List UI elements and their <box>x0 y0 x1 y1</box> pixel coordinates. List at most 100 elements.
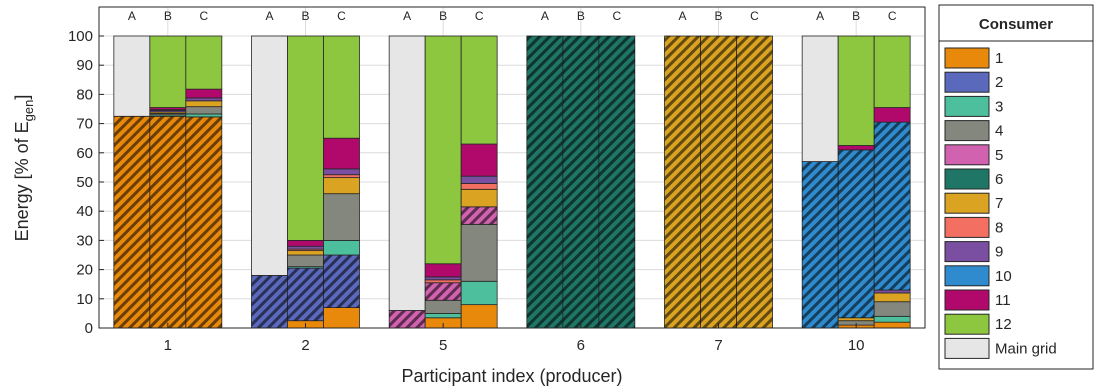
bar-segment <box>287 250 324 256</box>
x-tick-label: 2 <box>301 337 309 354</box>
legend-swatch <box>944 192 990 214</box>
legend-swatch <box>944 313 990 335</box>
legend-label: 4 <box>995 123 1003 140</box>
bar-segment <box>873 321 911 329</box>
bar-segment <box>323 174 360 179</box>
bar-segment <box>801 35 839 162</box>
y-tick-label: 60 <box>76 145 93 162</box>
legend-title: Consumer <box>979 16 1053 33</box>
legend-label: 10 <box>995 268 1012 285</box>
scenario-label: A <box>541 9 549 23</box>
bar-segment-hatch <box>562 36 599 328</box>
scenario-label: B <box>577 9 585 23</box>
y-tick-label: 90 <box>76 57 93 74</box>
scenario-label: B <box>439 9 447 23</box>
plot-area <box>99 7 925 328</box>
bar-segment-hatch <box>838 149 875 318</box>
bar-segment <box>287 239 324 247</box>
bar-segment-hatch <box>323 255 360 308</box>
legend-label: 6 <box>995 171 1003 188</box>
x-tick-label: 5 <box>439 337 447 354</box>
y-tick-label: 20 <box>76 262 93 279</box>
bar-segment <box>873 289 911 294</box>
bar-segment <box>460 183 498 190</box>
bar-segment <box>323 168 360 176</box>
bar-segment <box>873 301 911 317</box>
bar-segment <box>837 145 875 151</box>
bar-segment-hatch <box>664 36 701 328</box>
bar-segment <box>185 35 223 90</box>
bar-segment <box>424 276 462 281</box>
scenario-label: A <box>403 9 411 23</box>
bar-segment-hatch <box>425 282 462 301</box>
y-axis-label-suffix: ] <box>12 95 32 100</box>
bar-segment-hatch <box>874 122 911 291</box>
legend-swatch <box>944 168 990 190</box>
bar-segment <box>185 106 223 115</box>
bar-segment <box>460 280 498 306</box>
bar-segment-hatch <box>526 36 563 328</box>
bar-segment-hatch <box>113 116 150 328</box>
y-tick-label: 80 <box>76 86 93 103</box>
bar-segment-hatch <box>461 206 498 225</box>
y-tick-label: 40 <box>76 203 93 220</box>
x-tick-label: 1 <box>164 337 172 354</box>
legend-label: 11 <box>995 292 1011 309</box>
y-axis-label-subscript: gen <box>21 100 36 122</box>
bar-segment <box>837 317 875 322</box>
bar-segment <box>323 137 360 170</box>
bar-segment <box>388 35 426 311</box>
bar-segment <box>185 100 223 108</box>
x-axis-label: Participant index (producer) <box>401 366 622 386</box>
y-axis-label-prefix: Energy [% of E <box>12 121 32 241</box>
bar-segment <box>424 279 462 284</box>
bar-segment <box>424 35 462 265</box>
x-axis-ticks: 1 2 5 6 7 10 <box>164 323 865 354</box>
y-tick-label: 50 <box>76 174 93 191</box>
bar-segment-hatch <box>736 36 773 328</box>
bar-segment <box>837 35 875 146</box>
scenario-label: C <box>475 9 484 23</box>
x-tick-label: 10 <box>848 337 865 354</box>
bar-segment-hatch <box>251 275 288 328</box>
legend-swatch <box>944 216 990 238</box>
bar-segment <box>113 35 151 117</box>
plot-frame <box>98 6 926 329</box>
scenario-label: A <box>678 9 686 23</box>
legend-swatch <box>944 144 990 166</box>
legend-label: 12 <box>995 316 1012 333</box>
scenario-label: B <box>164 9 172 23</box>
scenario-label: C <box>750 9 759 23</box>
bar-segment <box>287 35 324 241</box>
y-tick-label: 70 <box>76 116 93 133</box>
bar-segment <box>873 292 911 303</box>
scenario-label: B <box>714 9 722 23</box>
legend-label: 1 <box>995 50 1003 67</box>
legend-swatch <box>944 241 990 263</box>
bar-segment <box>460 188 498 208</box>
scenario-label: C <box>888 9 897 23</box>
bar-segment <box>424 263 462 278</box>
bar-segment <box>424 299 462 314</box>
legend-label: 9 <box>995 244 1003 261</box>
legend-label: Main grid <box>995 340 1057 357</box>
bar-segment <box>323 193 360 241</box>
y-tick-label: 100 <box>68 28 93 45</box>
bar-segment <box>460 35 498 145</box>
legend-swatch <box>944 120 990 142</box>
scenario-label: A <box>128 9 136 23</box>
bar-segment-hatch <box>185 116 222 328</box>
bar-segment-hatch <box>287 268 324 321</box>
x-tick-label: 6 <box>577 337 585 354</box>
bar-segment <box>251 35 288 276</box>
bar-segment <box>323 307 360 329</box>
bar-segment <box>323 239 360 256</box>
scenario-label: A <box>265 9 273 23</box>
scenario-label: B <box>301 9 309 23</box>
legend-swatch <box>944 289 990 311</box>
y-axis-ticks: 0 10 20 30 40 50 60 70 80 90 100 <box>68 28 104 337</box>
